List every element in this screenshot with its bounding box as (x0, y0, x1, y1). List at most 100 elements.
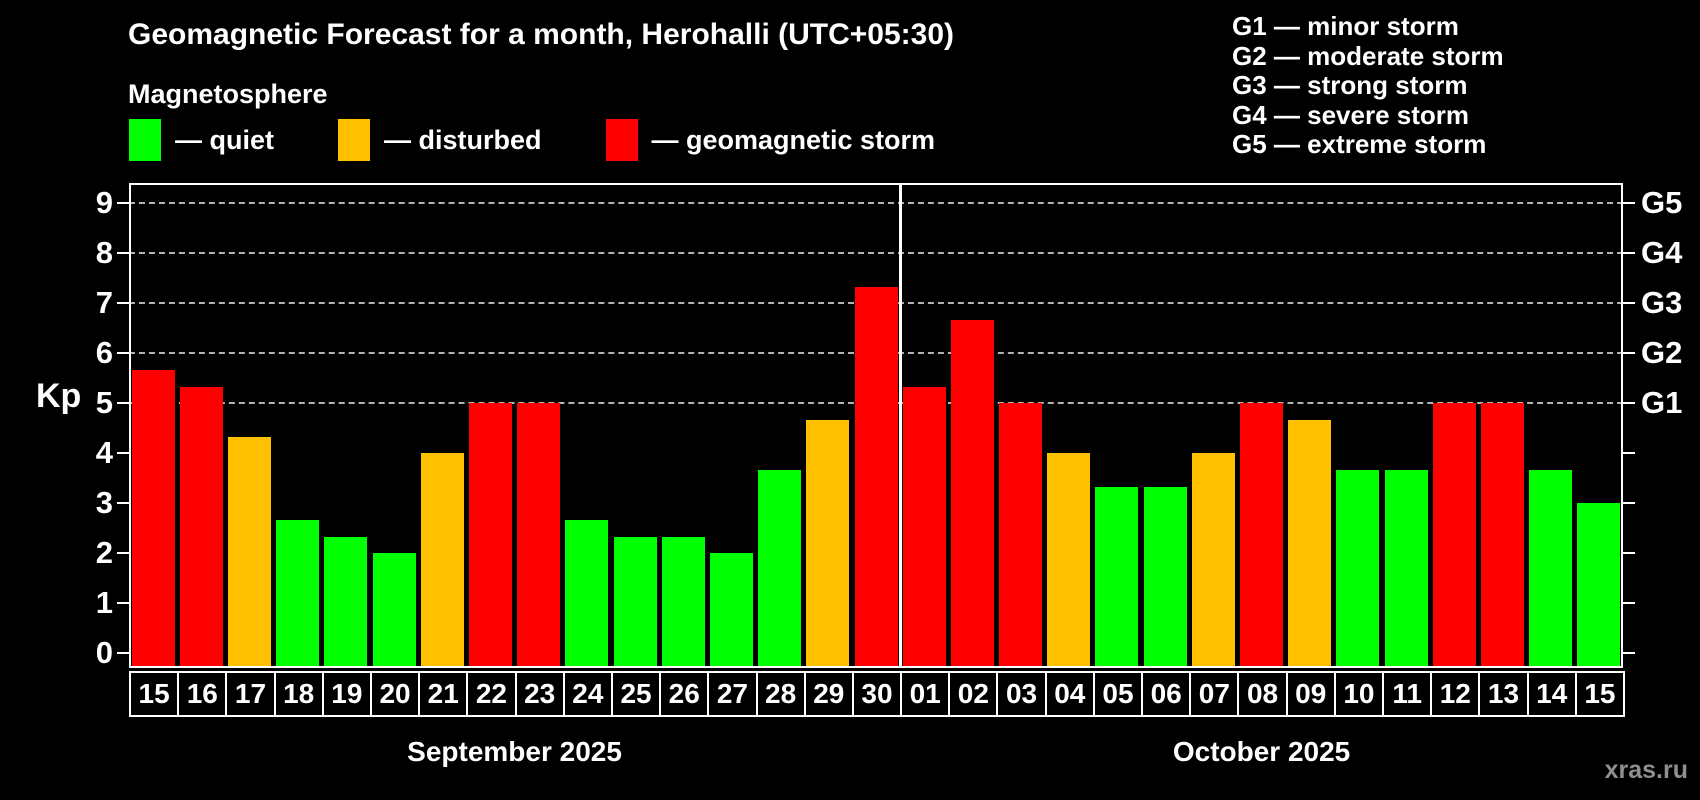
y-axis-tick-label-6: 6 (95, 335, 113, 370)
plot-area (129, 183, 1623, 668)
y-axis-tick-4 (117, 452, 129, 454)
kp-bar-october-08 (1240, 403, 1284, 668)
y-axis-tick-2 (117, 552, 129, 554)
y-axis-tick-1 (117, 602, 129, 604)
day-cell-october-09: 09 (1285, 671, 1336, 717)
y-axis-tick-label-5: 5 (95, 385, 113, 420)
y-axis-tick-label-9: 9 (95, 185, 113, 220)
day-cell-september-21: 21 (418, 671, 469, 717)
y-axis-tick-label-2: 2 (95, 535, 113, 570)
day-cell-october-01: 01 (900, 671, 951, 717)
kp-bar-october-10 (1336, 469, 1380, 668)
g-legend-line-g1: G1 — minor storm (1232, 11, 1459, 41)
kp-bar-october-02 (950, 319, 994, 668)
kp-bar-september-21 (420, 453, 464, 668)
y-axis-tick-7 (117, 302, 129, 304)
storm-color-swatch (605, 119, 638, 161)
g-legend-line-g3: G3 — strong storm (1232, 70, 1468, 100)
right-axis-tick-1 (1623, 602, 1635, 604)
kp-bar-october-06 (1143, 486, 1187, 668)
y-axis-tick-8 (117, 252, 129, 254)
y-axis-tick-9 (117, 202, 129, 204)
gridline-kp-9 (129, 202, 1623, 204)
right-axis-tick-2 (1623, 552, 1635, 554)
kp-bar-october-12 (1432, 403, 1476, 668)
day-cell-september-22: 22 (466, 671, 517, 717)
day-cell-october-02: 02 (948, 671, 999, 717)
kp-bar-september-23 (517, 403, 561, 668)
kp-bar-october-13 (1481, 403, 1525, 668)
day-cell-september-15: 15 (129, 671, 180, 717)
quiet-color-swatch (129, 119, 161, 161)
right-axis-label-g4: G4 (1641, 235, 1683, 270)
day-cell-september-20: 20 (369, 671, 421, 717)
month-separator-line (898, 183, 902, 668)
day-cell-october-10: 10 (1333, 671, 1385, 717)
kp-bar-september-17 (227, 436, 271, 668)
gridline-kp-8 (129, 252, 1623, 254)
y-axis-tick-5 (117, 402, 129, 404)
kp-bar-september-26 (661, 536, 705, 668)
day-cell-october-12: 12 (1430, 671, 1481, 717)
y-axis-tick-label-1: 1 (95, 585, 113, 620)
g-legend-line-g5: G5 — extreme storm (1232, 129, 1487, 159)
kp-bar-october-09 (1288, 419, 1332, 668)
day-cell-october-15: 15 (1574, 671, 1625, 717)
right-axis-tick-5 (1623, 402, 1635, 404)
right-axis-label-g2: G2 (1641, 335, 1683, 370)
day-cell-october-05: 05 (1092, 671, 1144, 717)
day-cell-september-30: 30 (851, 671, 903, 717)
y-axis-tick-label-3: 3 (95, 485, 113, 520)
day-cell-september-19: 19 (321, 671, 372, 717)
right-axis-tick-0 (1623, 652, 1635, 654)
day-cell-september-17: 17 (225, 671, 276, 717)
kp-bar-september-15 (131, 369, 175, 668)
kp-bar-september-28 (758, 469, 802, 668)
right-axis-tick-4 (1623, 452, 1635, 454)
day-cell-september-24: 24 (562, 671, 613, 717)
right-axis-tick-9 (1623, 202, 1635, 204)
kp-bar-september-20 (372, 553, 416, 668)
status-legend: — quiet — disturbed — geomagnetic storm (129, 119, 935, 161)
day-cell-october-03: 03 (996, 671, 1047, 717)
chart-subtitle: Magnetosphere (128, 79, 328, 109)
watermark: xras.ru (1604, 756, 1688, 784)
kp-bar-september-29 (806, 419, 850, 668)
day-cell-september-23: 23 (514, 671, 565, 717)
kp-bar-october-11 (1384, 469, 1428, 668)
day-cell-october-11: 11 (1382, 671, 1433, 717)
kp-bar-october-05 (1095, 486, 1139, 668)
right-axis-tick-7 (1623, 302, 1635, 304)
day-cell-october-08: 08 (1237, 671, 1288, 717)
disturbed-color-swatch (338, 119, 370, 161)
right-axis-label-g5: G5 (1641, 185, 1683, 220)
y-axis-tick-label-8: 8 (95, 235, 113, 270)
kp-bar-september-22 (468, 403, 512, 668)
y-axis-tick-0 (117, 652, 129, 654)
y-axis-title: Kp (36, 377, 82, 415)
g-legend-line-g2: G2 — moderate storm (1232, 40, 1504, 71)
kp-bar-october-03 (999, 403, 1043, 668)
kp-bar-october-01 (902, 386, 946, 668)
legend-label-quiet: — quiet (175, 124, 274, 155)
day-cell-october-14: 14 (1526, 671, 1577, 717)
right-axis-tick-8 (1623, 252, 1635, 254)
y-axis-tick-3 (117, 502, 129, 504)
day-cell-september-28: 28 (755, 671, 806, 717)
y-axis-tick-6 (117, 352, 129, 354)
month-label-september: September 2025 (407, 736, 622, 767)
day-cell-september-29: 29 (803, 671, 854, 717)
day-cell-september-25: 25 (610, 671, 662, 717)
legend-label-storm: — geomagnetic storm (651, 124, 936, 155)
kp-bar-october-07 (1191, 453, 1235, 668)
kp-bar-october-14 (1529, 469, 1573, 668)
right-axis-tick-3 (1623, 502, 1635, 504)
chart-title: Geomagnetic Forecast for a month, Heroha… (128, 18, 955, 51)
kp-bar-september-25 (613, 536, 657, 668)
day-cell-september-26: 26 (659, 671, 710, 717)
kp-bar-september-18 (276, 519, 320, 668)
kp-bar-october-04 (1047, 453, 1091, 668)
g-legend-line-g4: G4 — severe storm (1232, 99, 1470, 130)
day-cell-september-16: 16 (177, 671, 228, 717)
kp-bar-october-15 (1577, 503, 1621, 668)
